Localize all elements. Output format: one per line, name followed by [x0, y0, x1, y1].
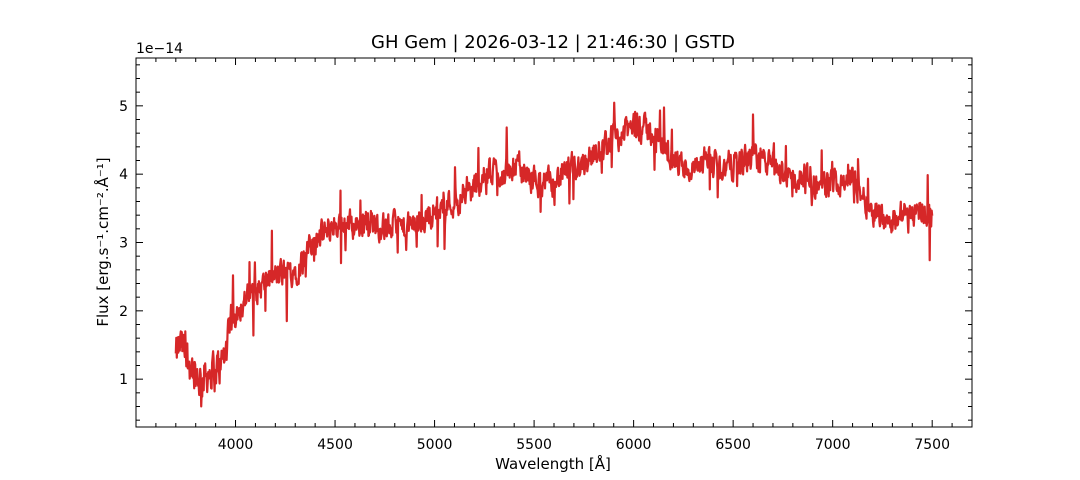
x-axis-label: Wavelength [Å]	[495, 454, 611, 473]
x-tick-label: 4500	[317, 437, 353, 453]
y-axis-label: Flux [erg.s⁻¹.cm⁻².Å⁻¹]	[93, 157, 112, 326]
y-tick-label: 1	[119, 372, 128, 388]
x-tick-label: 6500	[715, 437, 751, 453]
x-tick-label: 7000	[815, 437, 851, 453]
tick-layer: 4000 4500 5000 5500 6000 6500 7000 7500 1 2 3 4 5	[119, 58, 972, 453]
y-tick-label: 2	[119, 304, 128, 320]
y-offset-text: 1e−14	[136, 41, 183, 57]
x-tick-label: 5000	[417, 437, 453, 453]
chart-title: GH Gem | 2026-03-12 | 21:46:30 | GSTD	[371, 32, 735, 53]
x-tick-label: 7500	[914, 437, 950, 453]
spectrum-series-line	[174, 101, 934, 408]
spectrum-layer	[174, 101, 934, 408]
x-tick-label: 4000	[218, 437, 254, 453]
plot-area: 4000 4500 5000 5500 6000 6500 7000 7500 1 2 3 4 5	[119, 57, 973, 453]
y-tick-label: 4	[119, 167, 128, 183]
y-tick-label: 5	[119, 99, 128, 115]
x-tick-label: 6000	[616, 437, 652, 453]
y-tick-label: 3	[119, 236, 128, 252]
x-tick-label: 5500	[516, 437, 552, 453]
